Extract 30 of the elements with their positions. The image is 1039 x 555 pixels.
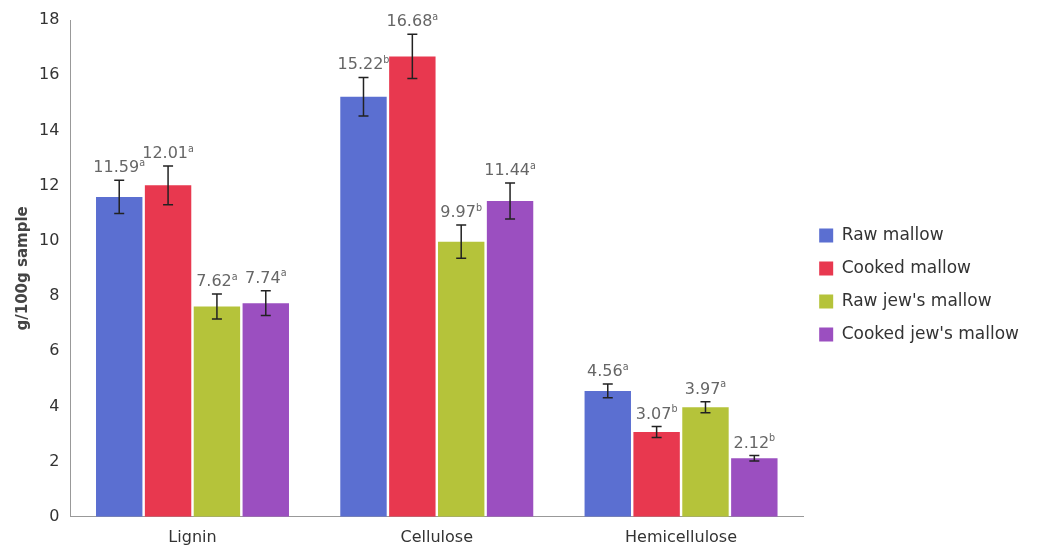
x-tick-label: Hemicellulose [625, 526, 738, 546]
bar [242, 303, 289, 517]
x-tick-label: Lignin [168, 526, 217, 546]
y-axis-title: g/100g sample [12, 206, 31, 331]
bar [438, 241, 485, 517]
bar [389, 56, 436, 517]
legend-label: Raw mallow [841, 223, 944, 244]
y-tick-label: 16 [39, 64, 60, 84]
y-tick-label: 4 [49, 395, 60, 415]
y-tick-label: 8 [49, 285, 60, 305]
y-tick-label: 2 [49, 450, 60, 470]
bar [486, 201, 534, 517]
bar [144, 185, 192, 517]
y-tick-label: 0 [49, 505, 60, 525]
legend-label: Cooked jew's mallow [841, 322, 1020, 343]
y-tick-label: 18 [39, 9, 60, 29]
x-tick-label: Cellulose [400, 526, 474, 546]
y-tick-label: 14 [39, 119, 60, 139]
bar [633, 432, 680, 517]
y-tick-label: 10 [39, 229, 60, 249]
legend-label: Raw jew's mallow [841, 289, 992, 310]
legend-label: Cooked mallow [841, 256, 972, 277]
y-tick-label: 6 [49, 340, 60, 360]
bar [340, 96, 387, 517]
bar [193, 306, 241, 517]
y-tick-label: 12 [39, 174, 60, 194]
bar [584, 390, 631, 517]
bar [682, 407, 729, 517]
bar [731, 458, 778, 517]
bar [96, 196, 143, 517]
